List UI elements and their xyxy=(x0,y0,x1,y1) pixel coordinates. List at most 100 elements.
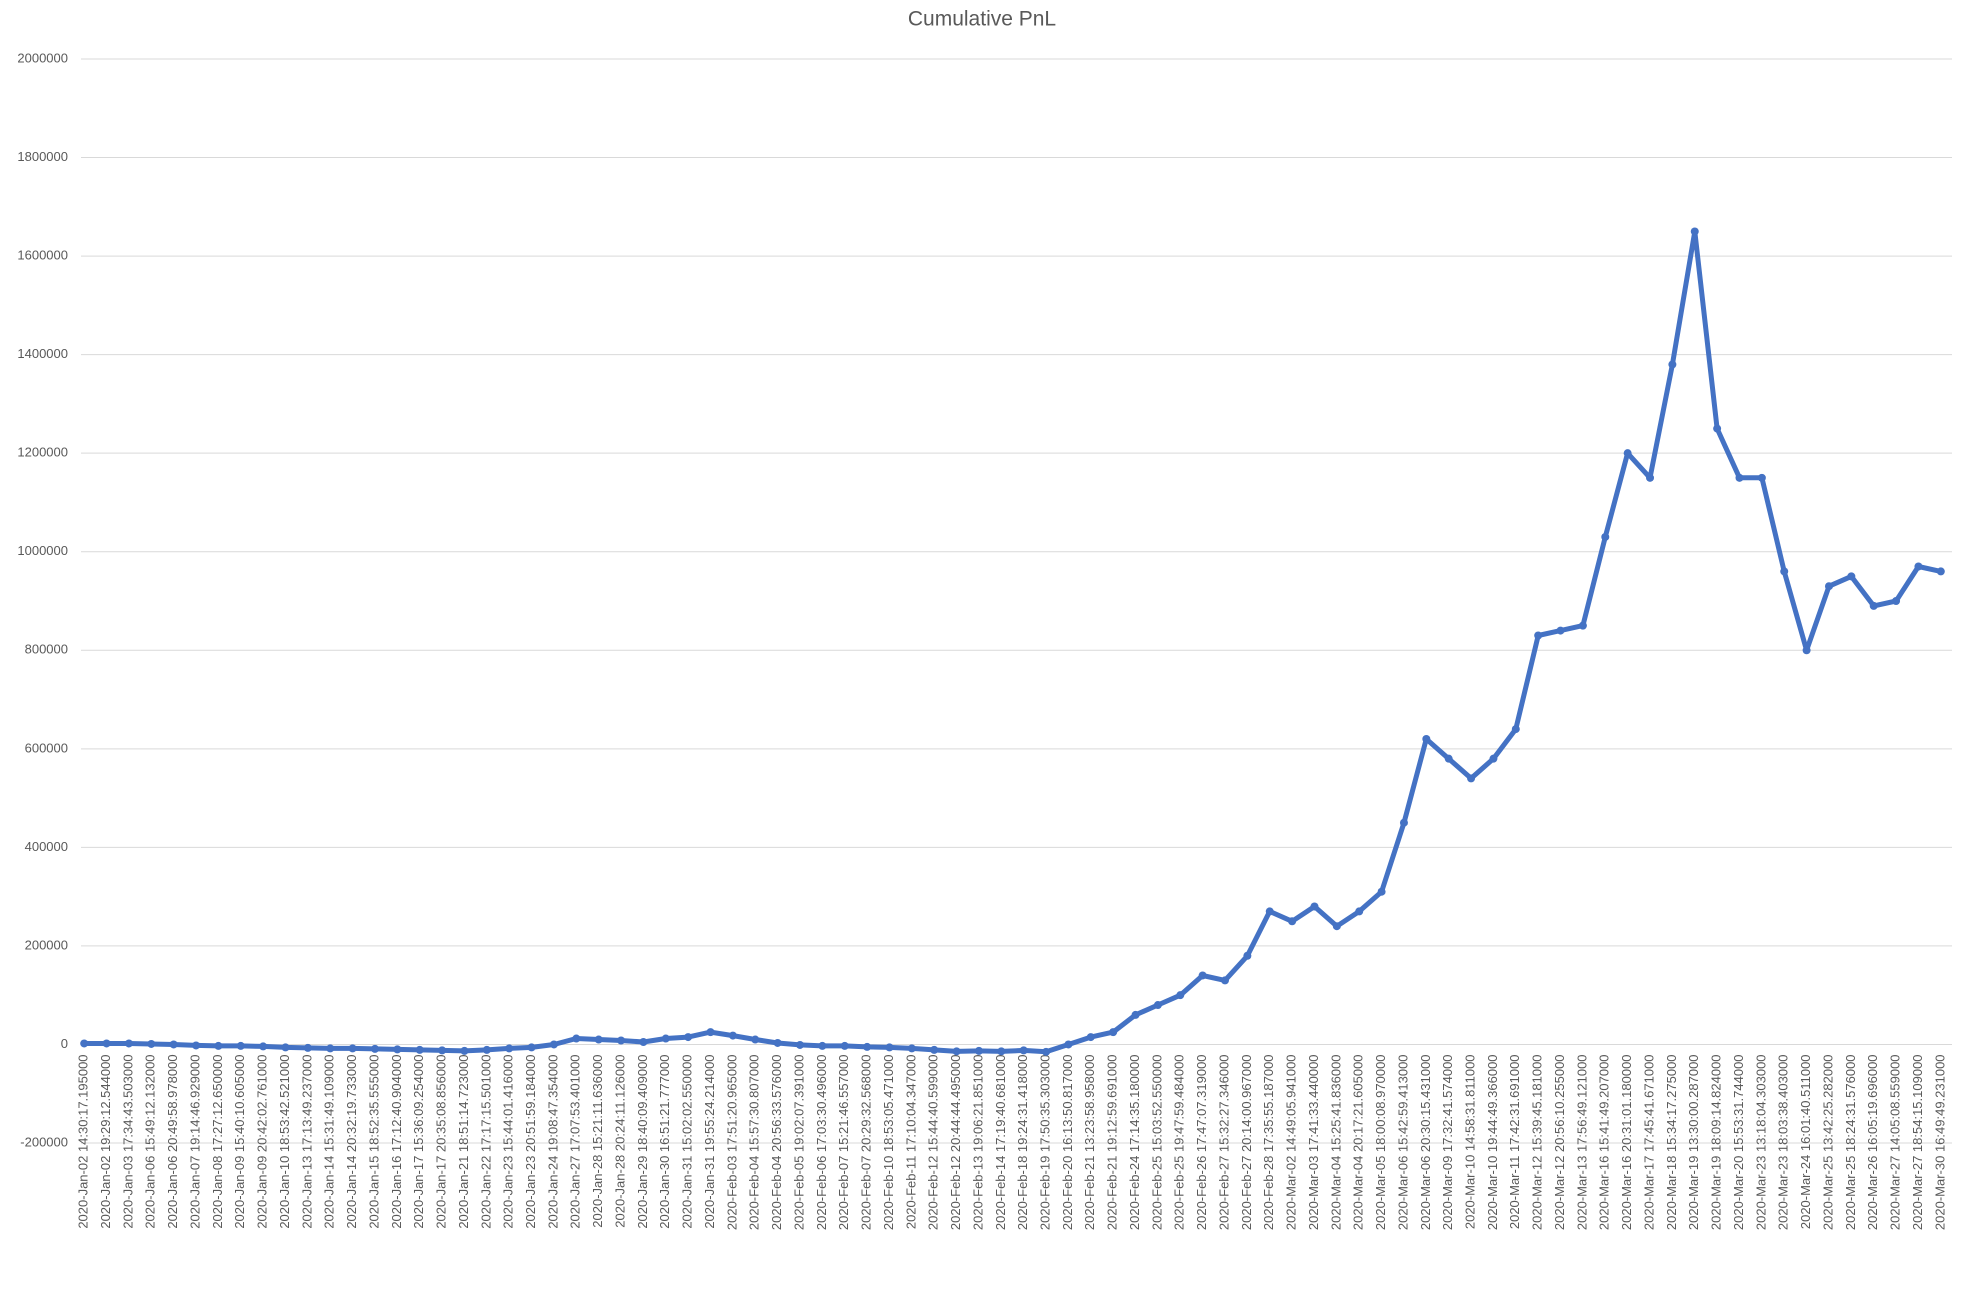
x-tick-label: 2020-Jan-15 18:52:35.555000 xyxy=(366,1054,381,1228)
x-tick-label: 2020-Jan-14 20:32:19.733000 xyxy=(344,1054,359,1228)
x-tick-label: 2020-Jan-31 19:55:24.214000 xyxy=(702,1054,717,1228)
data-point xyxy=(1221,976,1230,985)
data-point xyxy=(930,1045,939,1054)
data-point xyxy=(1019,1046,1028,1055)
data-point xyxy=(1064,1040,1073,1049)
x-tick-label: 2020-Feb-14 17:19:40.681000 xyxy=(993,1054,1008,1230)
data-point xyxy=(505,1044,514,1053)
x-tick-label: 2020-Jan-24 19:08:47.354000 xyxy=(545,1054,560,1228)
x-tick-label: 2020-Jan-17 20:35:08.856000 xyxy=(434,1054,449,1228)
data-point xyxy=(393,1045,402,1054)
x-tick-label: 2020-Jan-02 14:30:17.195000 xyxy=(76,1054,91,1228)
x-tick-label: 2020-Mar-02 14:49:05.941000 xyxy=(1284,1054,1299,1230)
x-tick-label: 2020-Feb-04 20:56:33.576000 xyxy=(769,1054,784,1230)
data-point xyxy=(102,1039,111,1048)
x-tick-label: 2020-Mar-12 20:56:10.255000 xyxy=(1552,1054,1567,1230)
x-tick-label: 2020-Mar-25 18:24:31.576000 xyxy=(1843,1054,1858,1230)
x-tick-label: 2020-Mar-30 16:49:49.231000 xyxy=(1932,1054,1947,1230)
data-point xyxy=(527,1043,536,1052)
x-tick-label: 2020-Feb-27 20:14:00.967000 xyxy=(1239,1054,1254,1230)
x-tick-label: 2020-Feb-13 19:06:21.851000 xyxy=(970,1054,985,1230)
y-tick-label: 400000 xyxy=(25,839,68,854)
data-point xyxy=(147,1039,156,1048)
x-tick-label: 2020-Mar-23 18:03:38.403000 xyxy=(1776,1054,1791,1230)
data-point xyxy=(1444,754,1453,763)
x-tick-label: 2020-Mar-20 15:53:31.744000 xyxy=(1731,1054,1746,1230)
y-tick-label: 1200000 xyxy=(17,445,68,460)
data-point xyxy=(863,1042,872,1051)
y-tick-label: 1800000 xyxy=(17,149,68,164)
data-point xyxy=(728,1031,737,1040)
x-tick-label: 2020-Mar-06 15:42:59.413000 xyxy=(1395,1054,1410,1230)
x-tick-label: 2020-Feb-18 19:24:31.418000 xyxy=(1015,1054,1030,1230)
data-point xyxy=(1713,424,1722,433)
data-point xyxy=(1824,582,1833,591)
data-point xyxy=(1914,562,1923,571)
x-tick-label: 2020-Jan-27 17:07:53.401000 xyxy=(568,1054,583,1228)
x-tick-label: 2020-Feb-05 19:02:07.391000 xyxy=(791,1054,806,1230)
x-tick-label: 2020-Mar-04 15:25:41.836000 xyxy=(1328,1054,1343,1230)
data-point xyxy=(639,1037,648,1046)
data-point xyxy=(1355,907,1364,916)
x-tick-label: 2020-Mar-06 20:30:15.431000 xyxy=(1418,1054,1433,1230)
data-point xyxy=(169,1040,178,1049)
data-point xyxy=(885,1043,894,1052)
y-tick-label: 800000 xyxy=(25,642,68,657)
chart-title: Cumulative PnL xyxy=(908,8,1056,31)
x-tick-label: 2020-Feb-20 16:13:50.817000 xyxy=(1060,1054,1075,1230)
data-point xyxy=(1869,601,1878,610)
data-point xyxy=(1109,1028,1118,1037)
data-point xyxy=(997,1047,1006,1056)
data-point xyxy=(303,1043,312,1052)
x-tick-label: 2020-Mar-19 18:09:14.824000 xyxy=(1709,1054,1724,1230)
data-point xyxy=(370,1044,379,1053)
y-tick-label: 200000 xyxy=(25,937,68,952)
x-tick-label: 2020-Mar-27 18:54:15.109000 xyxy=(1910,1054,1925,1230)
x-tick-label: 2020-Jan-14 15:31:49.109000 xyxy=(322,1054,337,1228)
data-point xyxy=(192,1041,201,1050)
data-point xyxy=(795,1040,804,1049)
y-tick-label: 1400000 xyxy=(17,346,68,361)
x-tick-label: 2020-Jan-03 17:34:43.503000 xyxy=(120,1054,135,1228)
x-tick-label: 2020-Feb-21 19:12:59.691000 xyxy=(1105,1054,1120,1230)
data-point xyxy=(1086,1033,1095,1042)
data-point xyxy=(460,1046,469,1055)
data-point xyxy=(124,1039,133,1048)
x-tick-label: 2020-Mar-13 17:56:49.121000 xyxy=(1574,1054,1589,1230)
data-point xyxy=(1847,572,1856,581)
x-tick-label: 2020-Feb-07 20:29:32.568000 xyxy=(859,1054,874,1230)
data-point xyxy=(259,1042,268,1051)
x-tick-label: 2020-Mar-03 17:41:33.440000 xyxy=(1306,1054,1321,1230)
data-point xyxy=(572,1034,581,1043)
x-tick-label: 2020-Feb-07 15:21:46.557000 xyxy=(836,1054,851,1230)
y-tick-label: 0 xyxy=(61,1036,68,1051)
data-point xyxy=(1467,774,1476,783)
data-point xyxy=(236,1041,245,1050)
data-point xyxy=(1265,907,1274,916)
data-point xyxy=(438,1046,447,1055)
x-tick-label: 2020-Jan-16 17:12:40.904000 xyxy=(389,1054,404,1228)
x-tick-label: 2020-Feb-06 17:03:30.496000 xyxy=(814,1054,829,1230)
y-tick-label: -200000 xyxy=(20,1134,68,1149)
data-point xyxy=(952,1047,961,1056)
data-point xyxy=(214,1041,223,1050)
data-point xyxy=(482,1045,491,1054)
x-tick-label: 2020-Jan-08 17:27:12.650000 xyxy=(210,1054,225,1228)
data-point xyxy=(1131,1010,1140,1019)
x-tick-label: 2020-Mar-16 15:41:49.207000 xyxy=(1597,1054,1612,1230)
x-tick-label: 2020-Mar-19 13:30:00.287000 xyxy=(1686,1054,1701,1230)
data-point xyxy=(661,1034,670,1043)
data-point xyxy=(617,1036,626,1045)
x-tick-label: 2020-Feb-24 17:14:35.180000 xyxy=(1127,1054,1142,1230)
data-point xyxy=(818,1041,827,1050)
data-point xyxy=(1377,887,1386,896)
data-point xyxy=(326,1044,335,1053)
data-point xyxy=(1332,922,1341,931)
x-tick-label: 2020-Feb-25 19:47:59.484000 xyxy=(1172,1054,1187,1230)
data-point xyxy=(1802,646,1811,655)
x-tick-label: 2020-Mar-26 16:05:19.696000 xyxy=(1865,1054,1880,1230)
x-tick-label: 2020-Jan-30 16:51:21.777000 xyxy=(657,1054,672,1228)
y-tick-label: 1000000 xyxy=(17,543,68,558)
data-point xyxy=(1623,449,1632,458)
